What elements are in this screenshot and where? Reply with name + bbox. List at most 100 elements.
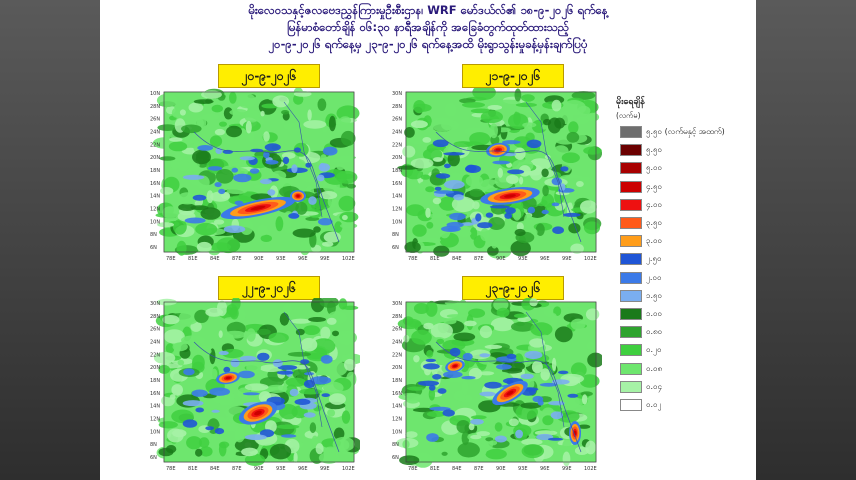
- x-axis-label: 81E: [188, 256, 198, 262]
- legend-label: ၁.၀၀: [646, 309, 663, 318]
- x-axis-label: 78E: [408, 256, 418, 262]
- x-axis-label: 87E: [232, 256, 242, 262]
- legend-row: ၂.၀၀: [616, 271, 754, 284]
- y-axis-label: 10N: [392, 429, 402, 435]
- x-axis-label: 90E: [254, 256, 264, 262]
- legend-label: ၅.၅၀ (လက်မနှင့် အထက်): [646, 127, 725, 136]
- y-axis-label: 18N: [150, 378, 160, 384]
- legend-label: ၅.၅၀: [646, 145, 663, 155]
- x-axis-label: 81E: [188, 466, 198, 472]
- legend-swatch: [620, 271, 642, 284]
- y-axis-label: 22N: [150, 142, 160, 148]
- x-axis-label: 84E: [452, 256, 462, 262]
- x-axis-label: 99E: [562, 466, 572, 472]
- y-axis-label: 26N: [392, 327, 402, 333]
- y-axis-label: 20N: [392, 365, 402, 371]
- forecast-sheet: မိုးလေဝသနှင့်ဇလဗေဒညွှန်ကြားမှုဦးစီးဌာန၊ …: [100, 0, 756, 480]
- x-axis-label: 93E: [518, 256, 528, 262]
- legend-swatch: [620, 144, 642, 157]
- y-axis-label: 14N: [150, 404, 160, 410]
- x-axis-label: 96E: [298, 466, 308, 472]
- y-axis-label: 14N: [392, 194, 402, 200]
- legend-row: ၀.၀၄: [616, 380, 754, 393]
- legend-row: ၄.၅၀: [616, 180, 754, 193]
- forecast-header: မိုးလေဝသနှင့်ဇလဗေဒညွှန်ကြားမှုဦးစီးဌာန၊ …: [100, 2, 756, 53]
- y-axis-label: 24N: [392, 130, 402, 136]
- right-background-panel: [756, 0, 856, 480]
- x-axis-label: 102E: [342, 256, 355, 262]
- y-axis-label: 20N: [150, 365, 160, 371]
- rain-map-panel-1: 10N 28N 26N 24N 22N 20N 18N 16N 14N 12N 10N 8N 6N 78E…: [148, 88, 360, 262]
- y-axis-label: 14N: [150, 194, 160, 200]
- y-axis-label: 8N: [392, 232, 399, 238]
- x-axis-label: 96E: [298, 256, 308, 262]
- y-axis-label: 22N: [150, 352, 160, 358]
- panel-date-1: ၂၀-၉-၂၀၂၆: [218, 64, 320, 88]
- y-axis-label: 12N: [150, 417, 160, 423]
- y-axis-label: 10N: [150, 219, 160, 225]
- y-axis-label: 6N: [392, 245, 399, 251]
- legend-row: ၀.၂၀: [616, 344, 754, 357]
- legend-row: ၀.၀၂: [616, 399, 754, 411]
- legend-label: ၄.၀၀: [646, 199, 663, 209]
- y-axis-label: 28N: [150, 104, 160, 110]
- panel-date-2: ၂၁-၉-၂၀၂၆: [462, 64, 564, 88]
- y-axis-label: 16N: [150, 181, 160, 187]
- x-axis-label: 78E: [166, 256, 176, 262]
- x-axis-label: 99E: [320, 466, 330, 472]
- rainfall-legend: မိုးရေချိန် (လက်မ) ၅.၅၀ (လက်မနှင့် အထက်)…: [616, 96, 754, 426]
- legend-row: ၂.၅၀: [616, 253, 754, 266]
- y-axis-label: 10N: [150, 91, 160, 97]
- x-axis-label: 90E: [496, 466, 506, 472]
- x-axis-label: 96E: [540, 466, 550, 472]
- x-axis-label: 90E: [254, 466, 264, 472]
- legend-row: ၁.၅၀: [616, 289, 754, 302]
- y-axis-label: 8N: [392, 442, 399, 448]
- legend-label: ၃.၀၀: [646, 236, 663, 246]
- legend-rows: ၅.၅၀ (လက်မနှင့် အထက်) ၅.၅၀ ၅.၀၀ ၄.၅၀ ၄.၀၀ ၃.၅…: [616, 126, 754, 426]
- legend-unit: (လက်မ): [616, 111, 641, 120]
- y-axis-label: 28N: [392, 104, 402, 110]
- legend-label: ၁.၅၀: [646, 290, 663, 300]
- panel-date-4: ၂၃-၉-၂၀၂၆: [462, 276, 564, 300]
- legend-swatch: [620, 308, 642, 320]
- header-line-1: မိုးလေဝသနှင့်ဇလဗေဒညွှန်ကြားမှုဦးစီးဌာန၊ …: [248, 3, 608, 17]
- x-axis-label: 99E: [562, 256, 572, 262]
- header-line-3: ၂၀-၉-၂၀၂၆ ရက်နေ့မှ ၂၃-၉-၂၀၂၆ ရက်နေ့အထိ မ…: [268, 37, 588, 51]
- legend-label: ၄.၅၀: [646, 181, 663, 191]
- legend-label: ၀.၂၀: [646, 345, 662, 355]
- legend-label: ၀.၈၀: [646, 327, 663, 337]
- panel-date-3: ၂၂-၉-၂၀၂၆: [218, 276, 320, 300]
- y-axis-label: 22N: [392, 142, 402, 148]
- x-axis-label: 87E: [474, 466, 484, 472]
- y-axis-label: 12N: [150, 207, 160, 213]
- x-axis-label: 102E: [584, 466, 597, 472]
- y-axis-label: 6N: [150, 455, 157, 461]
- y-axis-label: 6N: [150, 245, 157, 251]
- legend-row: ၃.၀၀: [616, 235, 754, 248]
- x-axis-label: 81E: [430, 256, 440, 262]
- y-axis-label: 24N: [150, 130, 160, 136]
- rain-map-panel-3: 30N 28N 26N 24N 22N 20N 18N 16N 14N 12N 10N 8N 6N 78E…: [148, 298, 360, 472]
- legend-swatch: [620, 162, 642, 175]
- y-axis-label: 8N: [150, 442, 157, 448]
- y-axis-label: 20N: [150, 155, 160, 161]
- x-axis-label: 93E: [276, 256, 286, 262]
- x-axis-label: 102E: [342, 466, 355, 472]
- legend-row: ၅.၀၀: [616, 162, 754, 175]
- y-axis-label: 30N: [392, 91, 402, 97]
- rain-map-panel-4: 30N 28N 26N 24N 22N 20N 18N 16N 14N 12N 10N 8N 6N 78E…: [390, 298, 602, 472]
- y-axis-label: 24N: [392, 340, 402, 346]
- y-axis-label: 16N: [392, 181, 402, 187]
- legend-swatch: [620, 380, 642, 393]
- x-axis-label: 87E: [474, 256, 484, 262]
- x-axis-label: 96E: [540, 256, 550, 262]
- y-axis-label: 18N: [392, 378, 402, 384]
- x-axis-label: 84E: [210, 466, 220, 472]
- x-axis-label: 93E: [518, 466, 528, 472]
- legend-row: ၅.၅၀: [616, 144, 754, 157]
- y-axis-label: 6N: [392, 455, 399, 461]
- legend-label: ၂.၀၀: [646, 272, 662, 282]
- y-axis-label: 8N: [150, 232, 157, 238]
- y-axis-label: 24N: [150, 340, 160, 346]
